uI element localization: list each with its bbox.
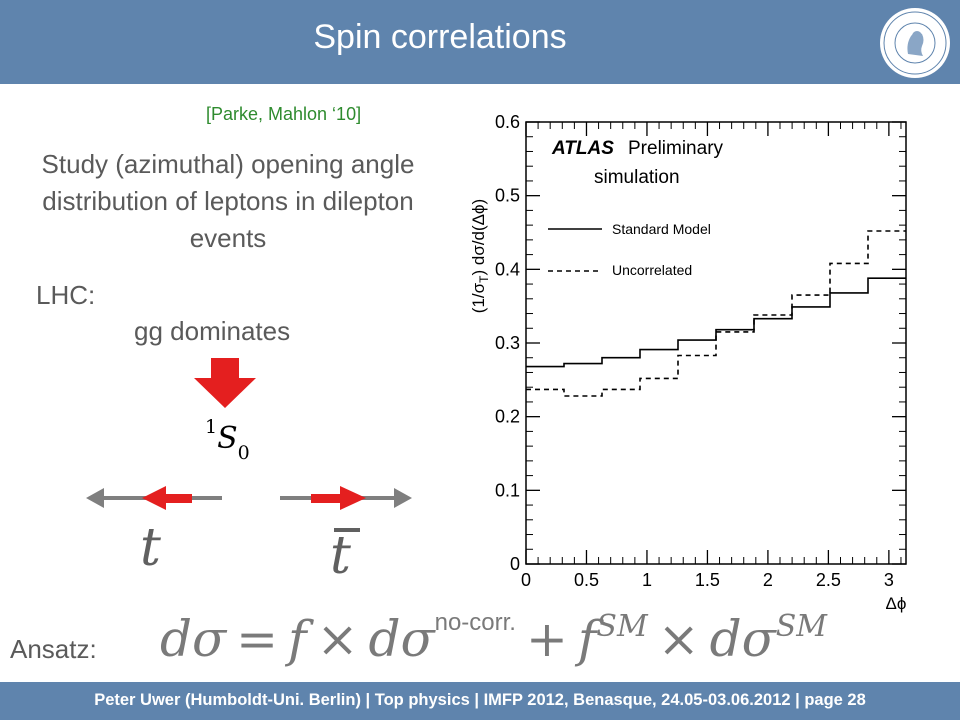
gg-dominates-text: gg dominates [134,316,291,346]
x-tick-label: 0 [521,570,531,590]
formula-sm-sup-1: SM [596,609,648,644]
formula-equals: = [236,610,279,668]
formula-dsigma-nocorr: dσ [368,610,435,668]
lhc-label: LHC: [36,280,96,310]
state-letter: S [217,421,238,456]
formula-times: × [316,610,359,668]
top-quark-label: t [140,518,161,578]
y-axis-label: (1/σT) dσ/d(Δϕ) [469,199,491,313]
dphi-distribution-chart: 00.10.20.30.40.50.6 0 0.5 1 1.5 2 2.5 3 ATLAS … [469,112,907,613]
x-tick-label: 1 [642,570,652,590]
slide-header: Spin correlations [0,0,960,84]
formula-dsigma-sm: dσ [709,610,776,668]
formula-sm-sup-2: SM [775,609,828,644]
formula-times-2: × [657,610,700,668]
x-tick-label: 0.5 [574,570,599,590]
x-tick-label: 2 [763,570,773,590]
spin-arrows-diagram [86,486,412,510]
x-tick-label: 3 [884,570,894,590]
y-tick-label: 0.2 [495,407,520,427]
formula-f: f [288,610,307,668]
x-tick-label: 2.5 [816,570,841,590]
y-tick-label: 0 [510,554,520,574]
ansatz-label: Ansatz: [10,634,97,664]
y-tick-label: 0.5 [495,186,520,206]
x-axis-ticks: 0 0.5 1 1.5 2 2.5 3 [521,122,902,590]
legend-label-sm: Standard Model [612,221,711,237]
state-subscript: 0 [237,442,250,464]
formula-dsigma: dσ [160,610,227,668]
state-prefix: 1 [205,416,218,438]
preliminary-label: Preliminary [628,138,724,159]
formula-f-sm: f [577,610,597,668]
slide-title: Spin correlations [313,18,567,56]
chart-series [526,230,906,397]
y-tick-label: 0.1 [495,480,520,500]
y-axis-ticks: 0 0.1 0.2 0.3 0.4 0.5 0.6 [495,112,906,574]
antitop-quark-label: t [330,526,351,586]
y-tick-label: 0.4 [495,259,520,279]
ansatz-formula: dσ = f × dσno-corr. + fSM × dσSM [160,609,828,668]
down-arrow-icon [194,358,256,408]
x-axis-label: Δϕ [886,594,907,613]
plot-frame [525,121,907,565]
formula-nocorr-sup: no-corr. [434,609,516,636]
footer-text: Peter Uwer (Humboldt-Uni. Berlin) | Top … [94,691,866,709]
study-description: Study (azimuthal) opening angle distribu… [41,149,415,253]
antitop-bar [334,528,360,532]
y-tick-label: 0.3 [495,333,520,353]
y-tick-label: 0.6 [495,112,520,132]
series-line-standard-model [526,277,906,368]
reference-citation: [Parke, Mahlon ‘10] [206,104,362,124]
atlas-label: ATLAS [551,138,614,159]
x-tick-label: 1.5 [695,570,720,590]
university-seal-logo [880,8,950,78]
singlet-state-label: 1S0 [205,416,250,464]
formula-plus: + [525,610,568,668]
slide-footer: Peter Uwer (Humboldt-Uni. Berlin) | Top … [0,682,960,720]
simulation-label: simulation [594,167,680,188]
series-line-uncorrelated [526,230,906,397]
legend-label-uncorr: Uncorrelated [612,262,692,278]
